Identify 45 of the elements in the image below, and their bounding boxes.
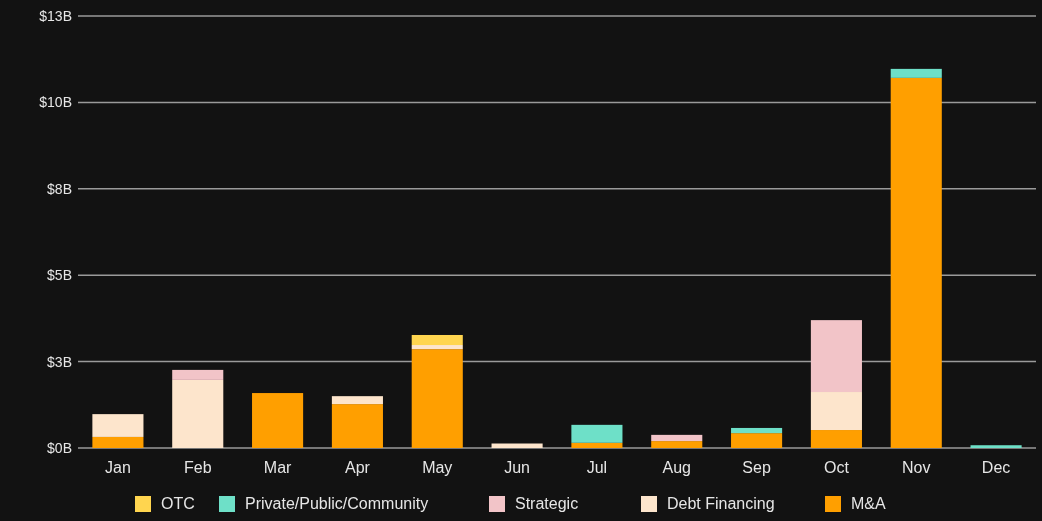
bar bbox=[890, 77, 942, 448]
x-tick-label: Oct bbox=[823, 459, 850, 476]
legend-label: Private/Public/Community bbox=[245, 495, 429, 512]
x-tick-label: Sep bbox=[742, 459, 771, 476]
bar bbox=[252, 393, 304, 448]
bar bbox=[331, 404, 383, 448]
legend-label: M&A bbox=[851, 495, 886, 512]
bar bbox=[92, 414, 144, 437]
y-tick-label: $13B bbox=[39, 7, 72, 24]
bar bbox=[172, 379, 224, 448]
legend-label: Strategic bbox=[515, 495, 579, 512]
y-tick-label: $3B bbox=[47, 353, 72, 370]
bar bbox=[970, 445, 1022, 448]
bar bbox=[810, 430, 862, 448]
bar bbox=[731, 433, 783, 448]
x-tick-label: Aug bbox=[662, 459, 691, 476]
y-tick-label: $8B bbox=[47, 180, 72, 197]
y-tick-label: $0B bbox=[47, 439, 72, 456]
bar bbox=[172, 369, 224, 380]
x-tick-label: Jul bbox=[586, 459, 608, 476]
bar bbox=[651, 441, 703, 448]
x-tick-label: Feb bbox=[183, 459, 212, 476]
legend-label: Debt Financing bbox=[667, 495, 775, 512]
x-tick-label: Jun bbox=[504, 459, 530, 476]
y-tick-label: $10B bbox=[39, 94, 72, 111]
bar bbox=[890, 68, 942, 78]
bar bbox=[331, 396, 383, 405]
legend-label: OTC bbox=[161, 495, 195, 512]
y-tick-label: $5B bbox=[47, 267, 72, 284]
bar bbox=[651, 434, 703, 442]
bar bbox=[411, 334, 463, 346]
bar bbox=[571, 424, 623, 443]
x-tick-label: Jan bbox=[105, 459, 131, 476]
x-tick-label: Dec bbox=[981, 459, 1011, 476]
bar bbox=[810, 320, 862, 393]
x-tick-label: May bbox=[422, 459, 453, 476]
x-tick-label: Apr bbox=[344, 459, 371, 476]
bar bbox=[810, 392, 862, 431]
x-tick-label: Mar bbox=[263, 459, 293, 476]
bar bbox=[411, 349, 463, 448]
bar bbox=[571, 442, 623, 448]
bar bbox=[92, 436, 144, 448]
bar bbox=[731, 427, 783, 434]
bar bbox=[411, 345, 463, 350]
x-tick-label: Nov bbox=[902, 459, 931, 476]
